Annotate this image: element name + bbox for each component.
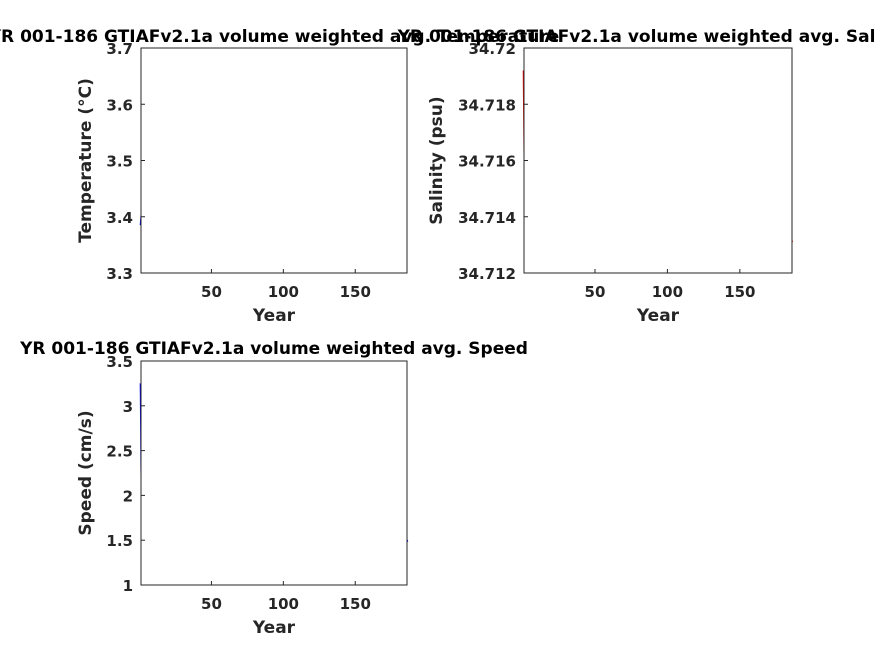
speed-axes-frame [140,360,408,586]
salinity-axes-frame [523,47,793,274]
temperature-chart: 50 100 150 3.3 3.4 3.5 3.6 3.7 Year Temperature (… [0,27,559,326]
speed-y-tick-label: 3.5 [106,353,133,371]
speed-chart-title: YR 001-186 GTIAFv2.1a volume weighted av… [19,339,528,359]
salinity-y-tick-label: 34.712 [458,265,516,283]
salinity-y-tick-label: 34.716 [458,153,516,171]
speed-y-tick-label: 1 [123,577,133,595]
speed-x-tick-label: 100 [268,595,299,613]
temperature-y-tick-label: 3.7 [106,40,133,58]
speed-y-tick-label: 2.5 [106,443,133,461]
temperature-x-tick-label: 50 [201,283,222,301]
salinity-chart-title: YR 001-186 GTIAFv2.1a volume weighted av… [397,27,875,47]
speed-x-axis-label: Year [252,618,296,638]
salinity-y-axis-label: Salinity (psu) [427,96,447,224]
salinity-y-tick-label: 34.714 [458,209,516,227]
temperature-x-axis-label: Year [252,306,296,326]
temperature-y-tick-label: 3.4 [106,209,133,227]
speed-x-tick-label: 50 [201,595,222,613]
salinity-x-tick-label: 100 [652,283,683,301]
temperature-axes-frame [140,47,408,274]
speed-y-tick-label: 1.5 [106,532,133,550]
speed-y-axis-label: Speed (cm/s) [76,410,96,535]
temperature-y-axis-label: Temperature (°C) [76,78,96,243]
temperature-y-tick-label: 3.3 [106,265,133,283]
temperature-y-tick-label: 3.6 [106,96,133,114]
temperature-y-tick-label: 3.5 [106,153,133,171]
salinity-chart: 50 100 150 34.712 34.714 34.716 34.718 34.72 Yea… [397,27,875,326]
temperature-chart-title: YR 001-186 GTIAFv2.1a volume weighted av… [0,27,559,47]
speed-y-tick-label: 3 [123,398,133,416]
salinity-x-axis-label: Year [636,306,680,326]
salinity-y-tick-label: 34.718 [458,96,516,114]
salinity-x-tick-label: 50 [585,283,606,301]
salinity-y-tick-label: 34.72 [469,40,516,58]
temperature-x-tick-label: 150 [340,283,371,301]
speed-y-tick-label: 2 [123,487,133,505]
temperature-x-tick-label: 100 [268,283,299,301]
speed-chart: 50 100 150 1 1.5 2 2.5 3 3.5 Year Speed (cm/s) YR 0… [19,339,528,638]
salinity-x-tick-label: 150 [724,283,755,301]
speed-x-tick-label: 150 [340,595,371,613]
